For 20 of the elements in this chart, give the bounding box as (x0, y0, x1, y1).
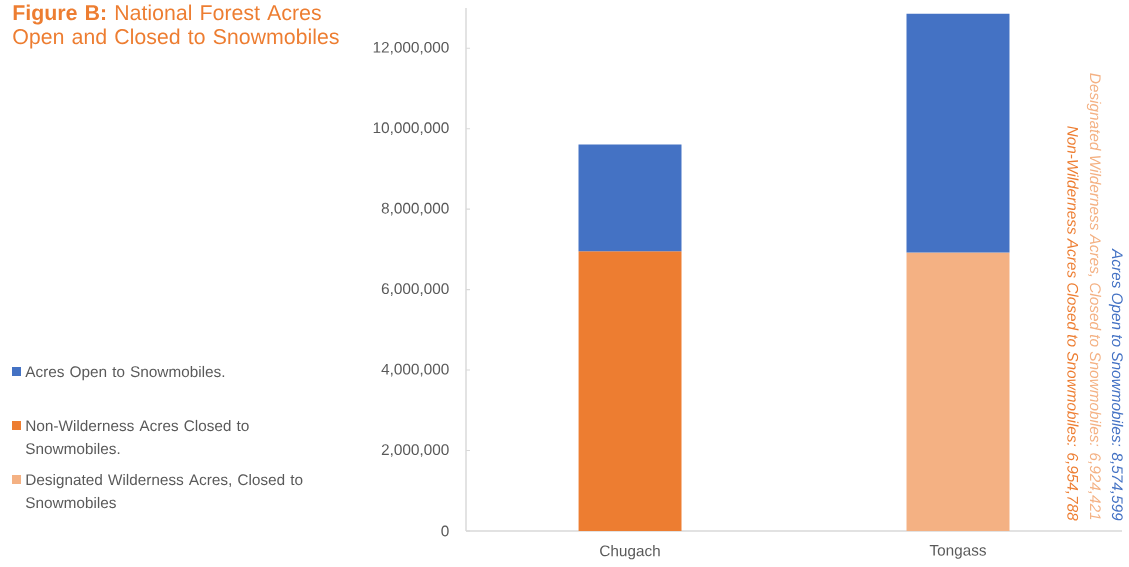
y-tick-label: 12,000,000 (373, 41, 449, 55)
legend-label: Designated Wilderness Acres, Closed to Snowmobiles (25, 473, 303, 509)
bar (906, 13, 1010, 253)
bar (906, 252, 1010, 531)
y-tick-label: 0 (441, 525, 449, 537)
y-tick-label: 6,000,000 (381, 283, 449, 296)
text: Figure B: National Forest Acres Open and Closed to Snowmobiles (13, 4, 339, 49)
y-tick-label: 4,000,000 (381, 363, 449, 377)
legend-label: Non-Wilderness Acres Closed to Snowmobiles. (25, 419, 249, 455)
annotation: Designated Wilderness Acres, Closed to Snowmobiles: 6,924,421 (1086, 73, 1102, 520)
bar (578, 144, 682, 252)
annotation: Non-Wilderness Acres Closed to Snowmobiles: 6,954,788 (1065, 126, 1079, 521)
annotation: Acres Open to Snowmobiles: 8,574,599 (1108, 248, 1124, 521)
y-tick-label: 10,000,000 (373, 122, 449, 136)
bar (578, 251, 682, 531)
y-tick-label: 2,000,000 (381, 444, 449, 457)
x-tick-label: Chugach (600, 545, 660, 560)
y-tick-label: 8,000,000 (381, 202, 449, 216)
legend-label: Acres Open to Snowmobiles. (25, 365, 225, 381)
x-tick-label: Tongass (929, 545, 986, 559)
